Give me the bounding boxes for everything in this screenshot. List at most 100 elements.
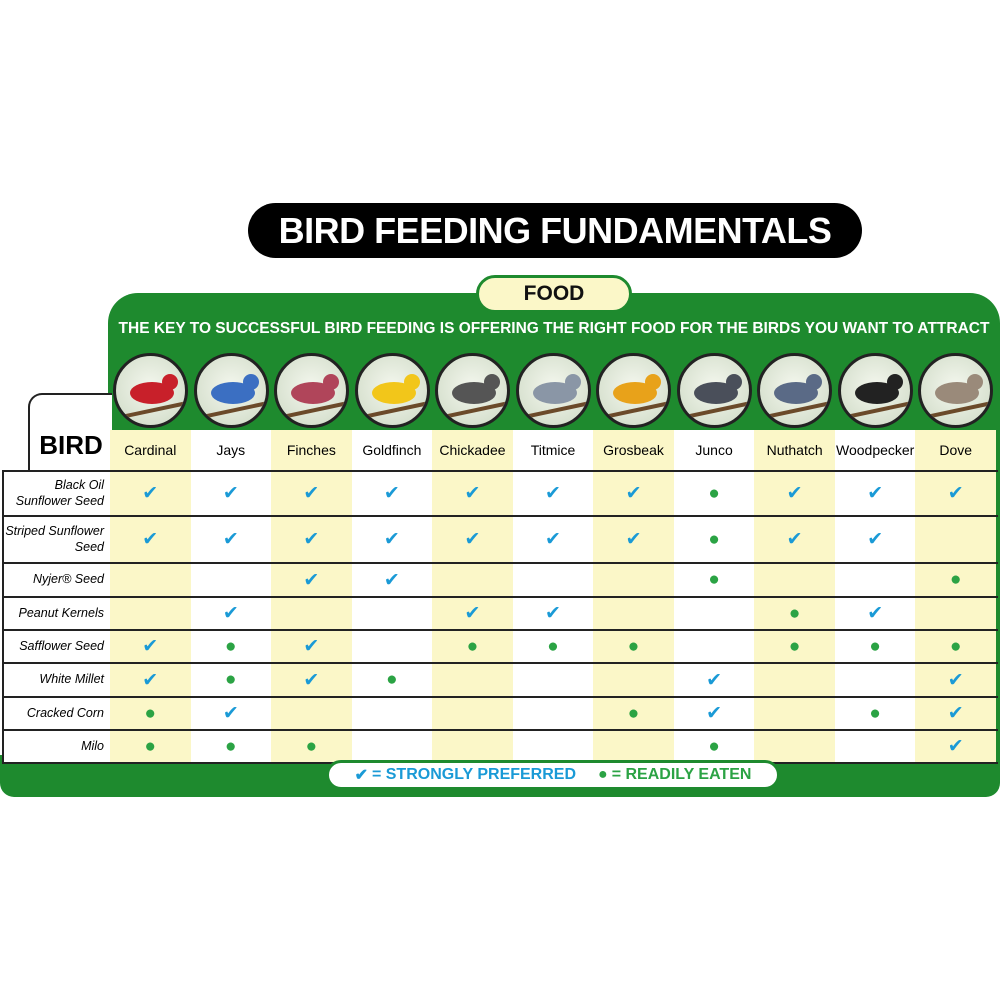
cell-symbol: ●	[305, 735, 318, 757]
cell-symbol: ●	[466, 635, 479, 657]
bird-name: Junco	[695, 442, 733, 458]
bird-head	[806, 374, 823, 390]
bird-image	[354, 353, 430, 428]
cell-symbol: ✔	[142, 529, 159, 550]
row-label: Nyjer® Seed	[2, 564, 110, 596]
bird-name: Titmice	[530, 442, 576, 458]
cell-symbol: ●	[949, 569, 962, 590]
cell-symbol: ✔	[303, 669, 320, 691]
cell-symbol: ●	[708, 569, 720, 590]
bird-name: Jays	[216, 442, 246, 458]
branch	[605, 401, 669, 419]
cell-symbol: ✔	[706, 703, 723, 724]
branch	[122, 401, 185, 419]
bird-head	[886, 374, 903, 390]
bird-head	[323, 374, 340, 390]
cell-symbol: ✔	[786, 483, 803, 504]
legend-item: ✔ = STRONGLY PREFERRED	[355, 765, 576, 785]
bird-name: Finches	[286, 442, 336, 458]
bird-image	[515, 353, 591, 428]
title: BIRD FEEDING FUNDAMENTALS	[248, 203, 862, 258]
cell-symbol: ✔	[303, 636, 320, 657]
bird-image	[837, 353, 913, 428]
cell-symbol: ●	[144, 702, 156, 724]
table-row: Safflower Seed ✔ ● ✔ ● ● ● ● ● ●	[2, 629, 998, 662]
legend-symbol: ✔	[354, 767, 368, 784]
bird-header: Dove	[915, 350, 996, 470]
cell-symbol: ✔	[786, 529, 803, 550]
legend-label: = STRONGLY PREFERRED	[371, 766, 577, 783]
food-label: FOOD	[476, 275, 632, 313]
cell-symbol: ●	[869, 702, 881, 724]
table-row: Milo ● ● ● ● ✔	[2, 729, 998, 762]
cell-symbol: ●	[869, 635, 881, 657]
bird-image	[676, 353, 752, 428]
cell-symbol: ✔	[303, 569, 320, 591]
bird-header: Junco	[674, 350, 755, 470]
table-row: Black Oil Sunflower Seed ✔ ✔ ✔ ✔ ✔ ✔ ✔ ● ✔ ✔ ✔	[2, 470, 998, 515]
cell-symbol: ✔	[383, 529, 400, 550]
cell-symbol: ●	[225, 669, 237, 690]
cell-symbol: ✔	[625, 529, 642, 550]
branch	[686, 401, 749, 419]
legend-item: ● = READILY EATEN	[598, 766, 751, 784]
cell-symbol: ✔	[464, 529, 481, 550]
bird-header: Goldfinch	[352, 350, 433, 470]
row-label: Cracked Corn	[2, 698, 110, 729]
cell-symbol: ✔	[867, 529, 884, 550]
bird-head	[242, 374, 259, 390]
row-label: White Millet	[2, 664, 110, 696]
cell-symbol: ●	[627, 702, 640, 724]
branch	[283, 401, 347, 419]
cell-symbol: ●	[225, 635, 237, 657]
legend-label: = READILY EATEN	[611, 766, 752, 783]
cell-symbol: ●	[708, 528, 720, 550]
bird-head	[564, 374, 581, 390]
bird-image	[193, 353, 269, 428]
bird-head	[162, 374, 178, 390]
legend-symbol: ●	[598, 766, 608, 783]
subtitle: THE KEY TO SUCCESSFUL BIRD FEEDING IS OF…	[118, 320, 990, 337]
legend: ✔ = STRONGLY PREFERRED ● = READILY EATEN	[326, 760, 780, 790]
bird-image	[435, 353, 511, 428]
bird-name: Cardinal	[124, 442, 177, 458]
cell-symbol: ✔	[142, 669, 159, 691]
cell-symbol: ✔	[947, 483, 964, 504]
cell-symbol: ✔	[706, 669, 723, 691]
bird-label: BIRD	[28, 393, 112, 473]
bird-name: Chickadee	[439, 442, 506, 458]
cell-symbol: ✔	[464, 603, 481, 624]
bird-image	[918, 353, 994, 428]
cell-symbol: ✔	[947, 669, 964, 691]
bird-header: Cardinal	[110, 350, 191, 470]
row-label: Milo	[2, 731, 110, 762]
bird-image	[113, 353, 188, 428]
branch	[525, 401, 588, 419]
bird-head	[484, 374, 501, 390]
cell-symbol: ✔	[867, 603, 884, 624]
branch	[847, 401, 910, 419]
table-row: Peanut Kernels ✔ ✔ ✔ ● ✔	[2, 596, 998, 629]
cell-symbol: ✔	[222, 703, 239, 724]
bird-header: Nuthatch	[754, 350, 835, 470]
cell-symbol: ✔	[222, 483, 239, 504]
bird-name: Woodpecker	[836, 442, 915, 458]
bird-shape	[130, 382, 174, 404]
cell-symbol: ✔	[545, 603, 561, 624]
bird-header: Titmice	[513, 350, 594, 470]
cell-symbol: ●	[949, 635, 962, 657]
cell-symbol: ✔	[303, 483, 320, 504]
bird-name: Goldfinch	[362, 442, 422, 458]
bird-name: Grosbeak	[603, 442, 664, 458]
cell-symbol: ●	[547, 635, 559, 657]
bird-shape	[854, 382, 899, 404]
bird-shape	[693, 382, 738, 404]
cell-symbol: ✔	[545, 529, 561, 550]
cell-symbol: ✔	[545, 483, 561, 504]
cell-symbol: ✔	[222, 529, 239, 550]
cell-symbol: ●	[788, 602, 801, 624]
bird-shape	[210, 382, 255, 404]
branch	[927, 401, 991, 419]
bird-header: Chickadee	[432, 350, 513, 470]
